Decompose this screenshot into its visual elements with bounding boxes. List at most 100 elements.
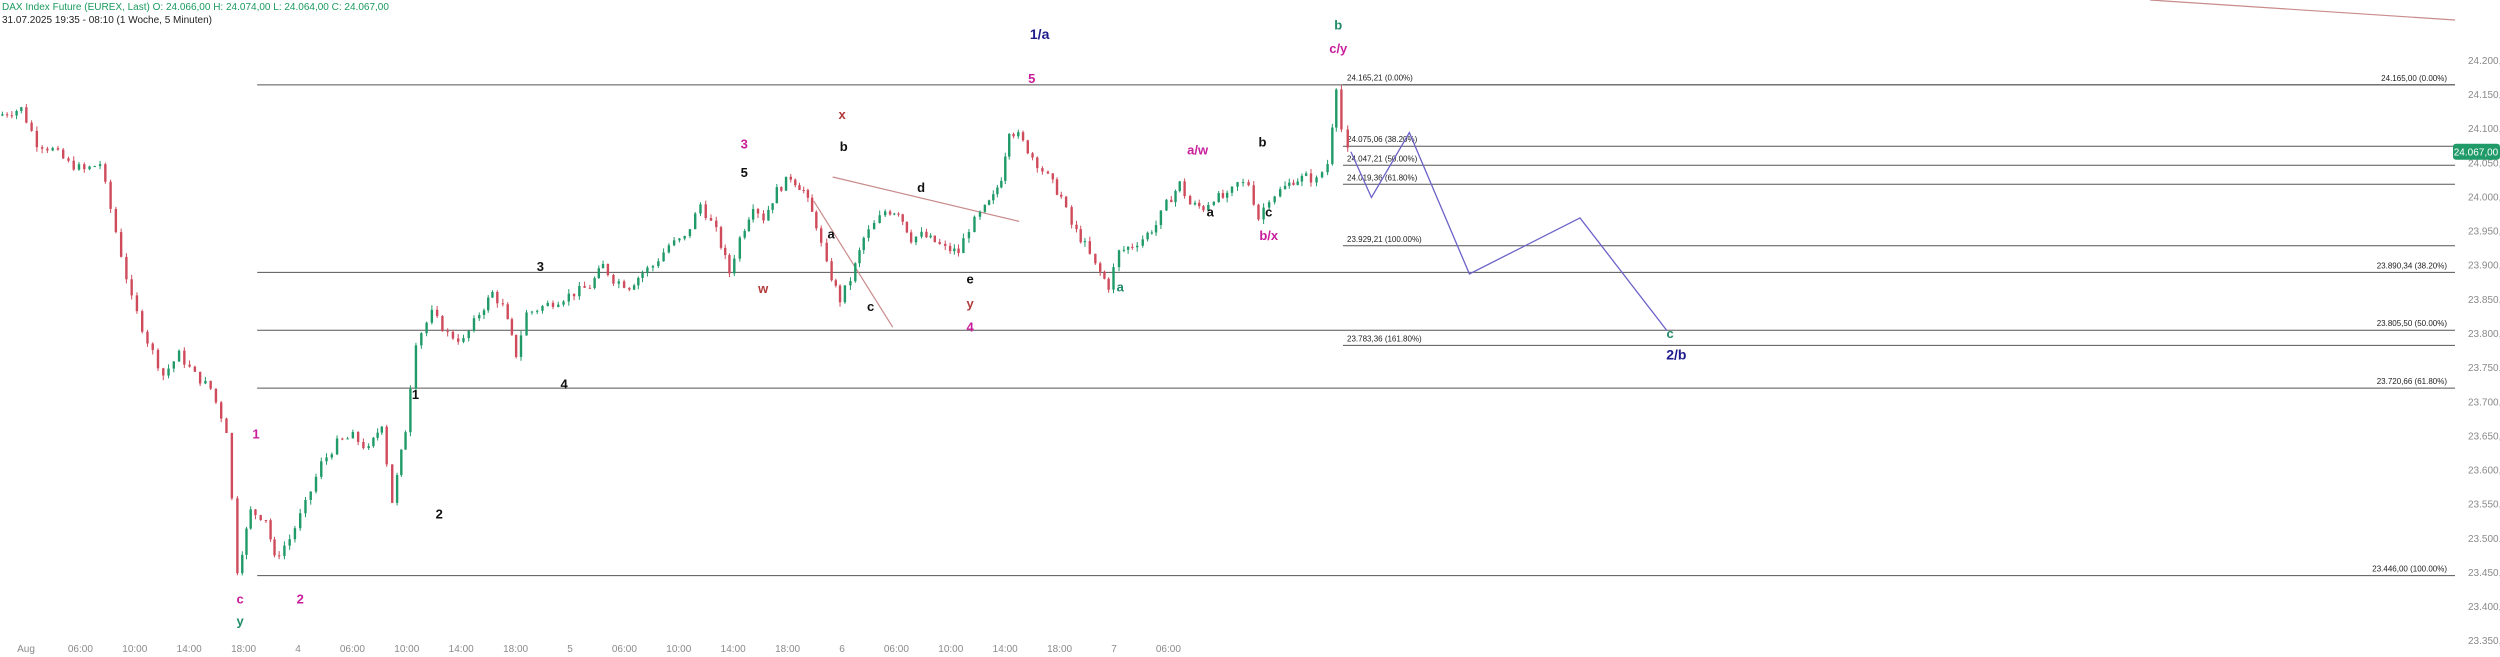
wave-label: c/y [1329, 41, 1348, 56]
candle-body [491, 291, 494, 298]
candle-body [1094, 253, 1097, 264]
candle-body [651, 266, 655, 268]
candle-body [597, 268, 601, 279]
candle-body [1004, 156, 1007, 181]
y-tick-label: 23.600,00 [2468, 466, 2500, 477]
candle-body [983, 204, 987, 212]
y-tick-label: 23.650,00 [2468, 431, 2500, 442]
candle-body [1174, 190, 1177, 203]
candle-body [1296, 181, 1299, 185]
candle-body [617, 281, 621, 284]
candle-body [1103, 271, 1106, 279]
wave-label: 5 [1028, 71, 1035, 86]
candle-body [1088, 241, 1092, 254]
candle-body [299, 513, 302, 529]
candle-body [905, 221, 909, 233]
candle-body [1288, 182, 1291, 186]
candle-body [346, 438, 349, 440]
candle-body [77, 164, 81, 170]
candle-body [843, 285, 847, 303]
candle-body [1170, 199, 1173, 203]
candle-body [838, 285, 842, 303]
candle-body [1131, 246, 1134, 248]
wave-label: a [827, 226, 835, 241]
candle-body [146, 331, 149, 344]
candle-body [914, 236, 918, 243]
candle-body [335, 438, 339, 455]
candle-body [362, 442, 365, 449]
candle-body [273, 539, 276, 556]
candle-body [567, 293, 570, 302]
candle-body [688, 229, 692, 236]
candle-body [1041, 168, 1044, 172]
candle-body [802, 189, 805, 191]
wave-label: 1 [412, 387, 419, 402]
candle-body [883, 211, 887, 216]
wave-label: c [1666, 326, 1673, 341]
candle-body [183, 350, 186, 365]
candle-body [1165, 199, 1168, 211]
candle-body [967, 232, 971, 239]
candle-body [728, 255, 731, 274]
candle-body [514, 334, 518, 357]
level-label: 23.720,66 (61.80%) [2377, 377, 2448, 386]
wave-label: y [237, 613, 245, 628]
candle-body [667, 245, 671, 253]
wave-label: 1/a [1030, 26, 1050, 42]
candle-body [893, 213, 896, 215]
candle-body [867, 229, 870, 238]
candle-body [1217, 193, 1220, 203]
candle-body [771, 203, 774, 210]
wave-label: c [237, 592, 244, 607]
candle-body [1070, 207, 1073, 225]
wave-label: x [839, 107, 847, 122]
candle-body [1036, 157, 1039, 169]
candle-body [601, 264, 605, 269]
candle-body [1008, 133, 1011, 157]
candle-body [130, 279, 133, 296]
candle-body [288, 539, 291, 546]
x-tick-label: 10:00 [394, 644, 419, 655]
wave-label: 2/b [1666, 346, 1686, 362]
candle-body [962, 238, 965, 254]
candle-body [551, 302, 555, 307]
candle-body [104, 164, 107, 182]
candle-body [815, 211, 818, 229]
trendline [2149, 0, 2456, 21]
wave-label: b [1334, 18, 1342, 33]
wave-label: 3 [741, 136, 748, 151]
chart-header-range: 31.07.2025 19:35 - 08:10 (1 Woche, 5 Min… [2, 15, 212, 26]
candle-body [820, 228, 823, 243]
candle-body [588, 287, 592, 289]
candle-body [987, 200, 991, 205]
candle-body [395, 475, 399, 503]
candle-body [172, 361, 175, 369]
candle-body [606, 264, 610, 275]
candle-body [1075, 224, 1078, 230]
candle-body [356, 432, 360, 443]
candle-body [992, 194, 995, 201]
candle-body [672, 240, 676, 246]
candle-body [789, 176, 792, 180]
candle-body [430, 309, 434, 323]
candle-body [1060, 194, 1063, 197]
candle-body [775, 187, 779, 204]
candle-body [784, 176, 788, 191]
y-tick-label: 23.350,00 [2468, 636, 2500, 647]
candle-body [506, 304, 509, 320]
wave-label: 2 [297, 592, 304, 607]
candle-body [156, 349, 160, 369]
wave-label: a [1117, 280, 1125, 295]
wave-label: e [967, 271, 974, 286]
candle-body [1267, 202, 1271, 208]
candle-body [724, 247, 727, 256]
y-tick-label: 24.000,00 [2468, 192, 2500, 203]
candle-body [467, 330, 470, 339]
candle-body [641, 272, 644, 278]
candle-body [747, 219, 751, 231]
candle-body [704, 204, 707, 219]
candle-body [5, 114, 9, 116]
x-tick-label: 14:00 [449, 644, 474, 655]
candle-body [51, 148, 54, 151]
